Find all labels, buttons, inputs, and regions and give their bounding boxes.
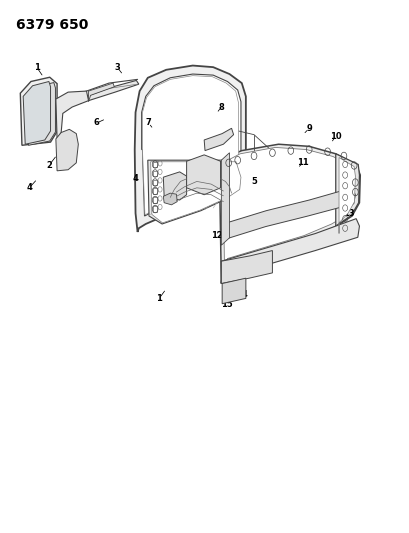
- Polygon shape: [86, 80, 139, 101]
- Polygon shape: [221, 188, 355, 240]
- Bar: [153, 171, 157, 176]
- Polygon shape: [88, 83, 114, 102]
- Text: 7: 7: [145, 118, 151, 127]
- Text: 1: 1: [34, 63, 40, 71]
- Polygon shape: [222, 278, 245, 304]
- Text: 5: 5: [76, 97, 82, 106]
- Polygon shape: [335, 154, 359, 237]
- Polygon shape: [219, 144, 360, 284]
- Polygon shape: [56, 130, 78, 171]
- Text: 1: 1: [156, 294, 162, 303]
- Bar: [153, 188, 157, 193]
- Polygon shape: [221, 219, 359, 284]
- Text: 3: 3: [114, 63, 120, 71]
- Polygon shape: [221, 251, 272, 284]
- Polygon shape: [135, 66, 245, 232]
- Polygon shape: [23, 82, 50, 144]
- Text: 5: 5: [250, 177, 256, 186]
- Text: 14: 14: [235, 289, 247, 298]
- Bar: [153, 162, 157, 167]
- Polygon shape: [222, 148, 355, 277]
- Polygon shape: [150, 162, 240, 223]
- Text: 9: 9: [306, 124, 311, 133]
- Polygon shape: [142, 74, 240, 216]
- Polygon shape: [204, 128, 233, 151]
- Text: 12: 12: [210, 231, 222, 240]
- Text: 6379 650: 6379 650: [16, 18, 88, 31]
- Polygon shape: [221, 153, 229, 245]
- Text: 4: 4: [132, 174, 138, 183]
- Polygon shape: [20, 77, 57, 146]
- Text: 15: 15: [220, 300, 232, 309]
- Text: 4: 4: [26, 183, 32, 192]
- Polygon shape: [26, 83, 55, 146]
- Polygon shape: [147, 160, 243, 224]
- Text: 2: 2: [46, 161, 52, 170]
- Polygon shape: [163, 193, 177, 205]
- Bar: [153, 180, 157, 185]
- Text: 10: 10: [329, 132, 341, 141]
- Polygon shape: [338, 158, 355, 233]
- Text: 6: 6: [94, 118, 99, 127]
- Text: 11: 11: [297, 158, 308, 167]
- Polygon shape: [186, 155, 220, 195]
- Polygon shape: [56, 91, 88, 139]
- Text: 13: 13: [342, 209, 354, 218]
- Polygon shape: [163, 172, 186, 200]
- Polygon shape: [142, 76, 238, 215]
- Bar: [153, 206, 157, 212]
- Bar: [153, 197, 157, 203]
- Text: 8: 8: [218, 102, 224, 111]
- Text: 3: 3: [200, 199, 205, 208]
